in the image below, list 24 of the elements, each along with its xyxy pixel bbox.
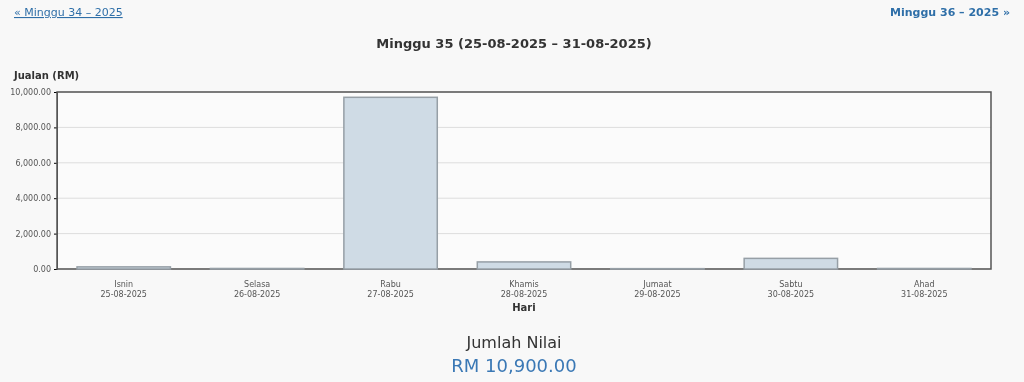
y-axis-title: Jualan (RM)	[13, 70, 80, 81]
y-tick-label: 6,000.00	[15, 158, 51, 168]
x-tick-label: Rabu 27-08-2025	[367, 279, 414, 299]
y-tick-label: 0.00	[33, 265, 51, 275]
x-tick-label: Selasa 26-08-2025	[233, 279, 281, 299]
text: RM 10,900.00	[451, 355, 577, 376]
bar	[343, 96, 439, 270]
x-tick-label: Khamis 28-08-2025	[500, 279, 548, 299]
y-tick-label: 2,000.00	[15, 229, 51, 239]
x-tick-label: Sabtu 30-08-2025	[767, 279, 815, 299]
text: « Minggu 34 – 2025	[14, 6, 123, 19]
text: Jumlah Nilai	[465, 333, 562, 352]
x-axis-title: Hari	[512, 302, 536, 313]
x-tick-label: Jumaat 29-08-2025	[634, 279, 681, 299]
text: Minggu 36 – 2025 »	[890, 6, 1010, 19]
bar	[76, 266, 172, 270]
x-tick-label: Isnin 25-08-2025	[100, 279, 147, 299]
x-tick-label: Ahad 31-08-2025	[901, 279, 948, 299]
y-tick-label: 4,000.00	[15, 194, 51, 204]
bar	[476, 261, 572, 270]
chart-title: Minggu 35 (25-08-2025 – 31-08-2025)	[376, 36, 652, 51]
y-tick-label: 8,000.00	[15, 123, 51, 133]
bar	[743, 257, 839, 270]
y-tick-label: 10,000.00	[10, 88, 51, 98]
